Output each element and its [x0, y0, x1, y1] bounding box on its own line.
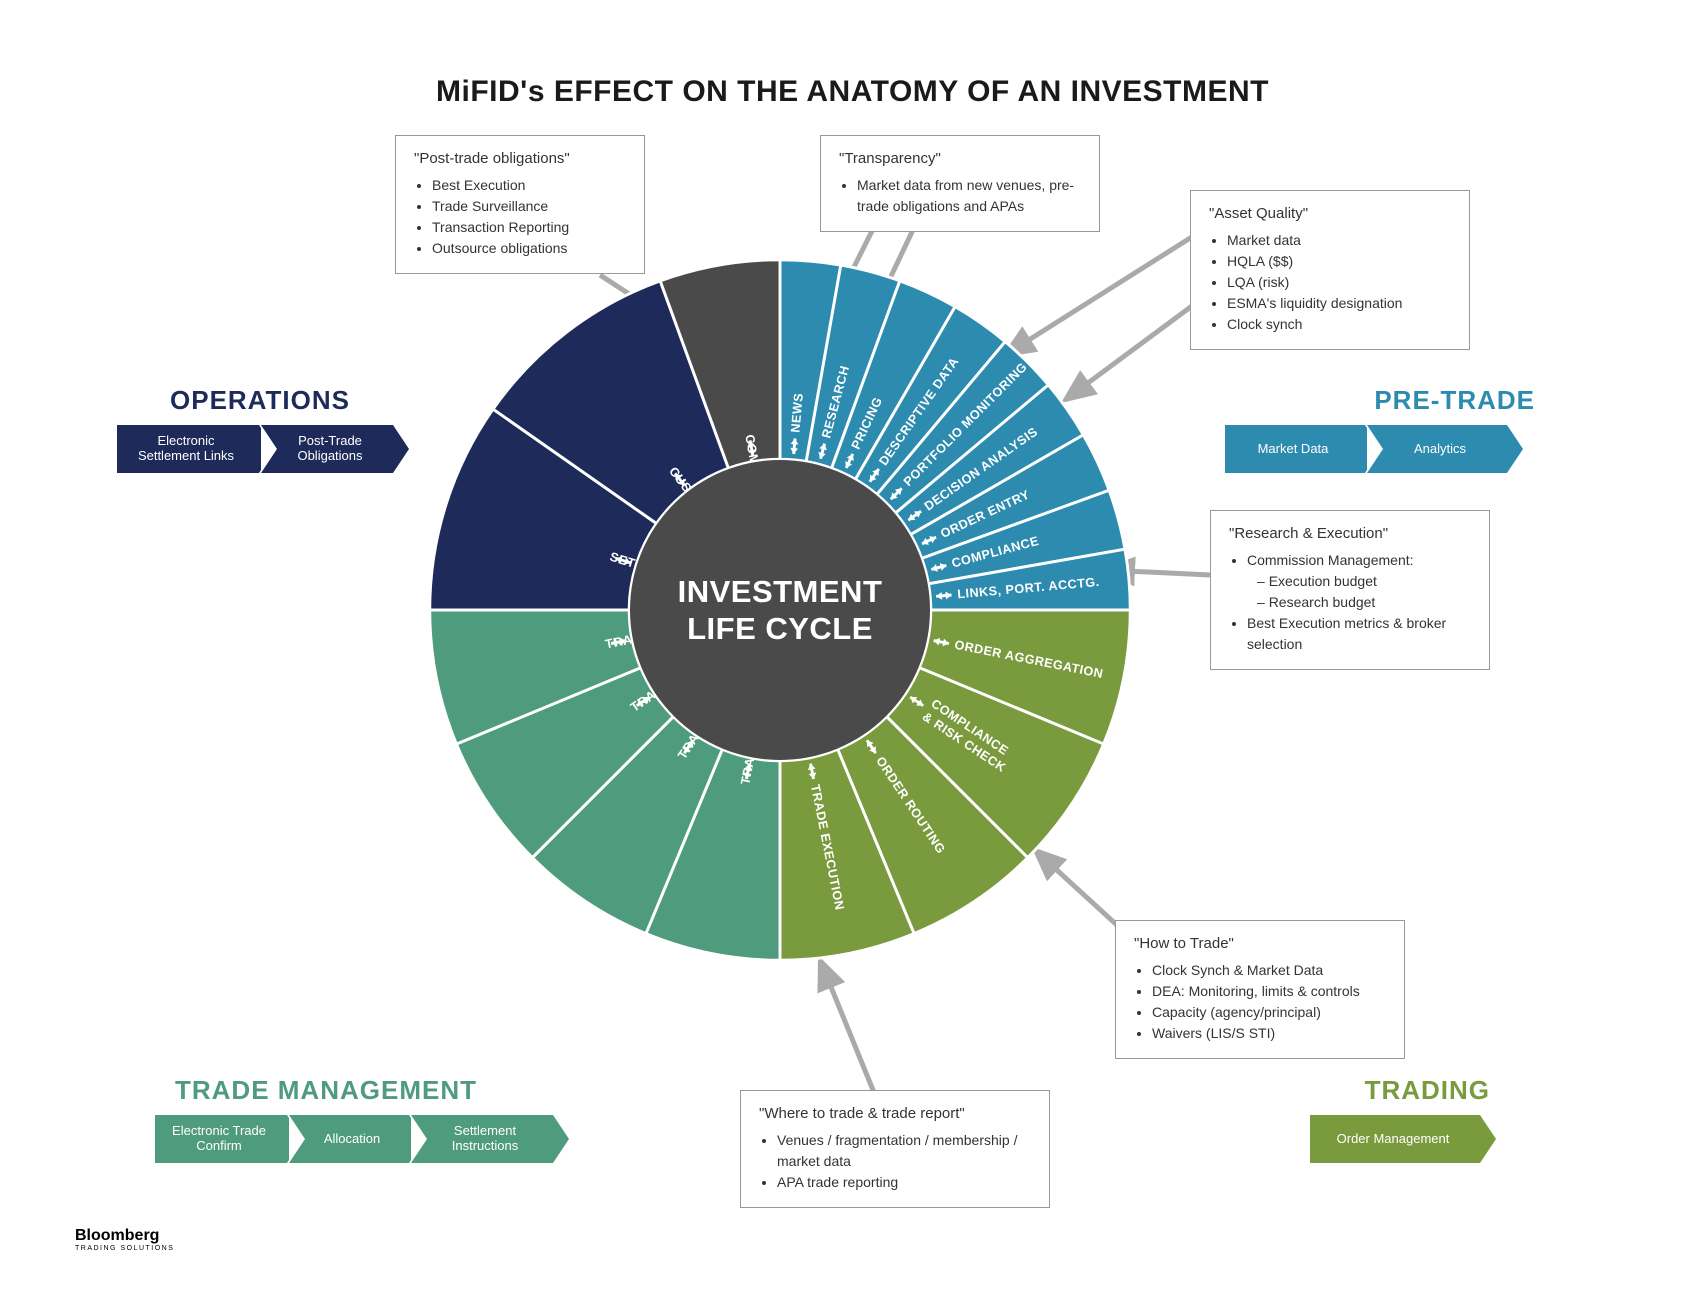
- callout-howtotrade: "How to Trade" Clock Synch & Market Data…: [1115, 920, 1405, 1059]
- trademgmt-arrows: Electronic Trade Confirm Allocation Sett…: [155, 1115, 553, 1163]
- center-label: INVESTMENT LIFE CYCLE: [630, 460, 930, 760]
- trading-arrows: Order Management: [1310, 1115, 1480, 1163]
- lifecycle-wheel: NEWSRESEARCHPRICINGDESCRIPTIVE DATAPORTF…: [420, 250, 1140, 970]
- callout-posttrade: "Post-trade obligations" Best Execution …: [395, 135, 645, 274]
- callout-wheretotrade: "Where to trade & trade report" Venues /…: [740, 1090, 1050, 1208]
- operations-arrows: Electronic Settlement Links Post-Trade O…: [117, 425, 393, 473]
- page-title: MiFID's EFFECT ON THE ANATOMY OF AN INVE…: [436, 75, 1269, 109]
- section-operations-title: OPERATIONS: [170, 385, 350, 416]
- section-pretrade-title: PRE-TRADE: [1374, 385, 1535, 416]
- callout-assetquality: "Asset Quality" Market data HQLA ($$) LQ…: [1190, 190, 1470, 350]
- callout-research: "Research & Execution" Commission Manage…: [1210, 510, 1490, 670]
- pretrade-arrows: Market Data Analytics: [1225, 425, 1507, 473]
- bloomberg-logo: Bloomberg TRADING SOLUTIONS: [75, 1227, 174, 1252]
- callout-transparency: "Transparency" Market data from new venu…: [820, 135, 1100, 232]
- section-trading-title: TRADING: [1365, 1075, 1490, 1106]
- section-trademgmt-title: TRADE MANAGEMENT: [175, 1075, 477, 1106]
